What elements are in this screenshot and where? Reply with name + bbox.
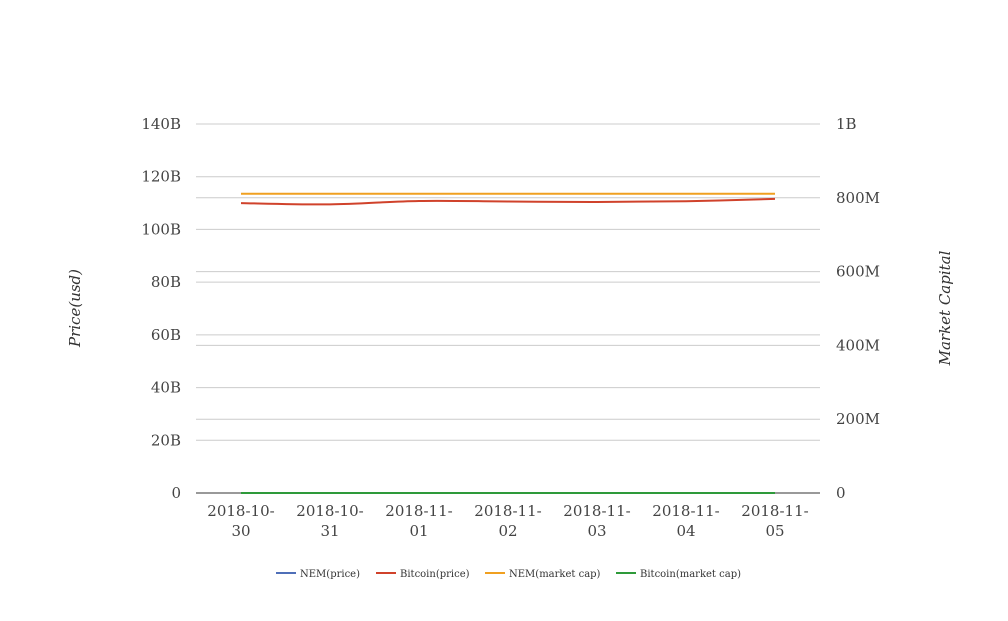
y-right-tick-label: 0 xyxy=(836,484,846,502)
y-right-tick-label: 400M xyxy=(836,336,880,354)
series-lines xyxy=(241,194,775,493)
legend-label-nem-price: NEM(price) xyxy=(300,569,360,580)
x-tick-label: 2018-10- 31 xyxy=(296,502,363,540)
y-left-tick-label: 0 xyxy=(171,484,181,502)
y-right-tick-label: 600M xyxy=(836,263,880,281)
legend-label-bitcoin-price: Bitcoin(price) xyxy=(400,569,470,580)
x-tick-label-line: 2018-11- xyxy=(563,502,630,520)
y-right-tick-label: 1B xyxy=(836,115,857,133)
x-tick-label-line: 05 xyxy=(765,522,784,540)
y-axis-left-title: Price(usd) xyxy=(66,269,84,348)
y-left-tick-label: 60B xyxy=(151,326,181,344)
series-line-bitcoin-price xyxy=(241,199,775,205)
x-tick-label-line: 2018-11- xyxy=(385,502,452,520)
x-tick-label: 2018-11- 03 xyxy=(563,502,630,540)
x-tick-label: 2018-11- 01 xyxy=(385,502,452,540)
legend-label-bitcoin-market-cap: Bitcoin(market cap) xyxy=(640,569,741,580)
x-tick-label-line: 2018-11- xyxy=(652,502,719,520)
y-right-tick-label: 800M xyxy=(836,189,880,207)
x-tick-label: 2018-11- 02 xyxy=(474,502,541,540)
y-left-tick-label: 140B xyxy=(141,115,181,133)
x-tick-label-line: 2018-10- xyxy=(207,502,274,520)
y-left-tick-label: 120B xyxy=(141,168,181,186)
x-tick-label-line: 2018-11- xyxy=(474,502,541,520)
x-tick-label-line: 30 xyxy=(231,522,250,540)
x-tick-label-line: 2018-11- xyxy=(741,502,808,520)
legend-label-nem-market-cap: NEM(market cap) xyxy=(509,569,601,580)
x-tick-label-line: 04 xyxy=(676,522,695,540)
x-tick-label-line: 02 xyxy=(498,522,517,540)
x-tick-label-line: 01 xyxy=(409,522,428,540)
x-tick-label: 2018-10- 30 xyxy=(207,502,274,540)
y-left-tick-label: 20B xyxy=(151,431,181,449)
axes: 0 20B 40B 60B 80B 100B 120B 140B 0 200M 400M 600M 80… xyxy=(141,115,880,540)
x-tick-label-line: 2018-10- xyxy=(296,502,363,520)
legend: NEM(price) Bitcoin(price) NEM(market cap) B… xyxy=(276,569,741,580)
y-right-tick-label: 200M xyxy=(836,410,880,428)
y-left-tick-label: 40B xyxy=(151,379,181,397)
y-left-tick-label: 100B xyxy=(141,220,181,238)
gridlines xyxy=(196,124,820,440)
x-tick-label-line: 31 xyxy=(320,522,339,540)
x-tick-label: 2018-11- 05 xyxy=(741,502,808,540)
y-left-tick-label: 80B xyxy=(151,273,181,291)
y-axis-right-title: Market Capital xyxy=(936,250,954,366)
x-tick-label-line: 03 xyxy=(587,522,606,540)
x-tick-label: 2018-11- 04 xyxy=(652,502,719,540)
